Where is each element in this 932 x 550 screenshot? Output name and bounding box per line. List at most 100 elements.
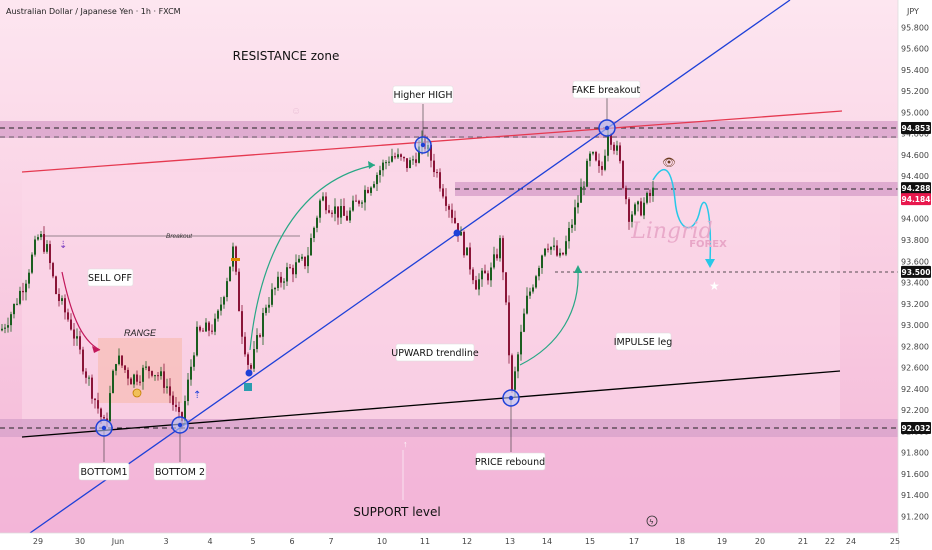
price-tag-box [901,422,931,434]
impulse-curve-2-arrowhead [574,265,582,273]
candle-body [103,417,105,419]
candle-body [121,355,123,366]
time-tick-label: 4 [207,537,212,546]
candle-body [289,267,291,269]
candle-body [304,256,306,267]
support-area-shade [0,437,898,533]
candle-body [388,161,390,163]
candle-body [628,199,630,222]
price-tick-label: 95.600 [901,45,929,54]
price-tags: 94.853 94.288 94.184 93.500 92.032 [901,122,931,434]
sell-off-label: SELL OFF [88,273,132,284]
candle-body [115,364,117,371]
resistance-trendline[interactable] [21,110,843,173]
candle-body [187,379,189,402]
upward-trendline[interactable] [29,0,791,534]
candle-body [454,217,456,224]
lightning-icon[interactable] [646,515,658,527]
candle-body [1,328,3,331]
target-star-icon: ★ [709,279,720,293]
bottom1-dot [101,425,107,431]
candle-body [82,349,84,372]
bottom2-box [153,462,207,481]
candle-body [175,404,177,408]
candle-body [13,303,15,315]
sell-off-curve [61,271,101,351]
support-trendline[interactable] [21,370,841,438]
candle-body [277,276,279,288]
projection-arrowhead [705,259,715,268]
candle-body [166,386,168,388]
candle-body [100,408,102,418]
candle-body [67,312,69,320]
candle-body [637,201,639,205]
candle-body [148,366,150,372]
candle-body [280,276,282,283]
rebound-label: PRICE rebound [475,457,545,468]
candle-body [553,245,555,247]
candle-body [499,238,501,259]
candle-body [547,248,549,250]
price-tick-label: 91.600 [901,470,929,479]
candle-body [160,371,162,377]
candle-body [478,279,480,290]
candle-body [556,245,558,256]
candle-body [406,158,408,169]
time-axis[interactable] [0,533,898,550]
breakout-label: Breakout [166,233,193,240]
impulse-leg-label: IMPULSE leg [614,337,673,348]
candle-body [52,263,54,277]
price-tick-label: 93.400 [901,279,929,288]
price-tag-box [901,193,931,206]
candle-body [619,145,621,162]
candle-body [652,187,654,196]
candle-body [544,248,546,256]
candle-body [505,272,507,303]
candle-body [562,252,564,255]
time-tick-label: 21 [798,537,808,546]
candle-body [385,162,387,164]
candle-body [157,375,159,377]
candle-body [337,206,339,218]
candle-body [538,267,540,277]
candle-body [451,209,453,218]
candle-body [328,210,330,213]
candle-body [487,273,489,281]
candle-body [232,246,234,267]
candle-body [376,175,378,185]
candle-body [94,398,96,401]
price-tick-label: 93.200 [901,300,929,309]
price-tag-label: 92.032 [902,424,931,433]
candle-body [448,205,450,210]
sell-arrow-icon: ⇣ [59,240,67,251]
candle-body [349,210,351,221]
candle-body [73,329,75,339]
candle-body [223,297,225,305]
candle-body [481,270,483,280]
candle-body [508,302,510,356]
candle-body [355,200,357,202]
candle-body [112,370,114,394]
candle-body [316,217,318,228]
price-tick-label: 91.400 [901,491,929,500]
candle-body [319,200,321,218]
support-up-arrow: ↑ [403,439,408,449]
time-tick-label: 10 [377,537,387,546]
candle-body [496,254,498,259]
candle-body [493,254,495,268]
resistance-zone-label: RESISTANCE zone [233,49,340,63]
candle-body [613,144,615,151]
candle-body [631,214,633,222]
candle-body [463,231,465,256]
candle-body [283,281,285,283]
candle-body [214,318,216,332]
candle-body [127,369,129,379]
candle-body [517,354,519,372]
price-tag-label: 94.853 [902,124,931,133]
candle-body [295,262,297,275]
candle-body [91,377,93,399]
time-tick-label: 17 [629,537,639,546]
mid-zone-band [455,182,898,196]
